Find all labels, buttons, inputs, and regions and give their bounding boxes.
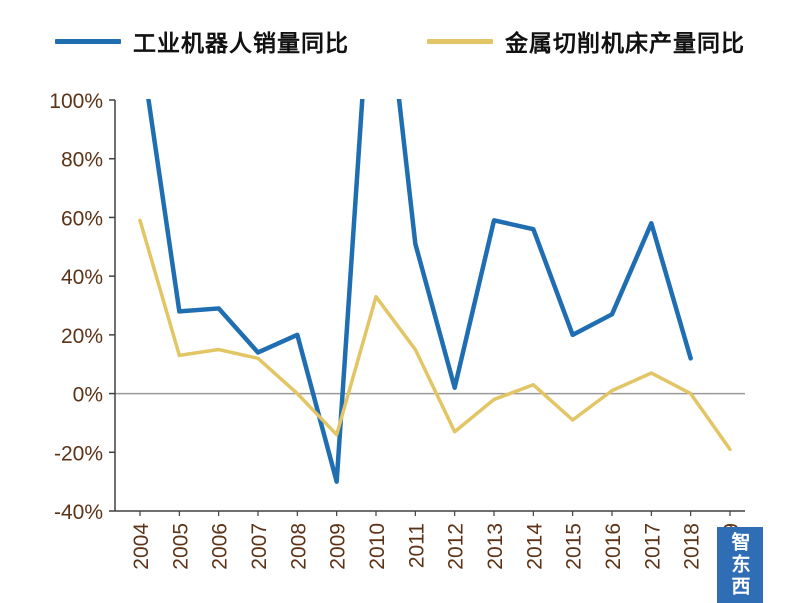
x-tick-label: 2005 [169,523,192,570]
x-tick-label: 2010 [366,523,389,570]
x-tick-label: 2016 [602,523,625,570]
legend-item-robot-sales: 工业机器人销量同比 [55,24,349,58]
x-tick-label: 2018 [681,523,704,570]
x-tick-label: 2007 [248,523,271,570]
y-tick-label: 0% [73,384,103,407]
x-tick-label: 2011 [405,523,428,568]
x-tick-label: 2015 [563,523,586,570]
x-tick-label: 2012 [445,523,468,570]
y-tick-label: 80% [61,149,103,172]
y-tick-label: 100% [49,90,103,113]
series-line-0 [146,99,693,484]
x-tick-label: 2004 [130,523,153,570]
watermark-badge: 智东西 [717,527,763,603]
legend-swatch-machine-tool [427,38,493,44]
x-tick-label: 2009 [327,523,350,570]
x-tick-label: 2006 [209,523,232,570]
y-tick-label: -20% [54,442,103,465]
y-tick-label: 40% [61,266,103,289]
x-tick-label: 2013 [484,523,507,570]
series-group [138,99,732,484]
series-line-1 [138,218,732,452]
chart-area: 100% 80% 60% 40% 20% 0% -20% -40% 2004 2005 2006 20… [0,85,800,603]
legend-label-robot-sales: 工业机器人销量同比 [133,30,349,57]
legend-item-machine-tool: 金属切削机床产量同比 [427,24,745,58]
legend-label-machine-tool: 金属切削机床产量同比 [505,30,745,57]
y-tick-label: -40% [54,501,103,524]
x-tick-label: 2008 [287,523,310,570]
x-tick-label: 2014 [523,523,546,570]
line-chart: 100% 80% 60% 40% 20% 0% -20% -40% 2004 2005 2006 20… [49,90,745,570]
chart-legend: 工业机器人销量同比 金属切削机床产量同比 [0,24,800,58]
y-tick-label: 20% [61,325,103,348]
x-tick-label: 2017 [641,523,664,570]
y-tick-label: 60% [61,207,103,230]
legend-swatch-robot-sales [55,38,121,44]
